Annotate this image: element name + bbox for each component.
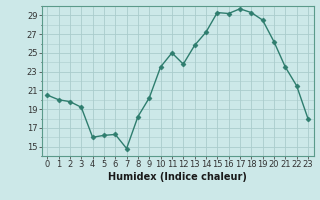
X-axis label: Humidex (Indice chaleur): Humidex (Indice chaleur)	[108, 172, 247, 182]
